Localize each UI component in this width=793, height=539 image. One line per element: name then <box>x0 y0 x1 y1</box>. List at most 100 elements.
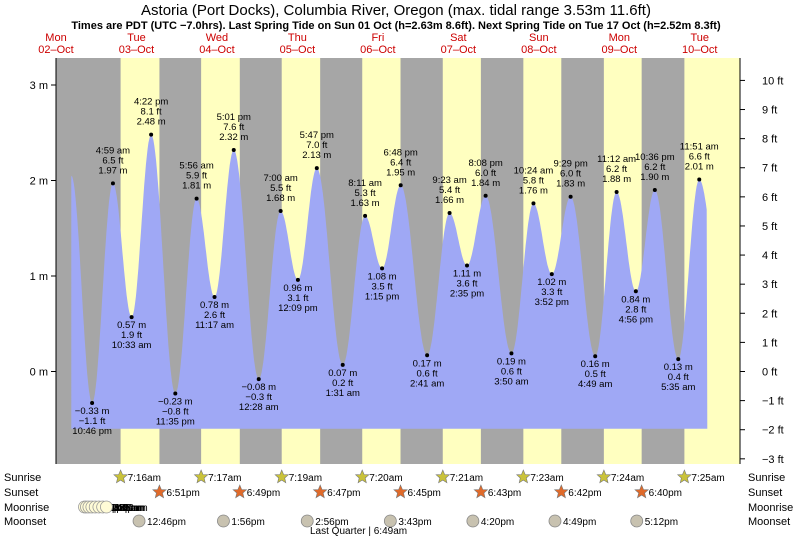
high-tide-point <box>483 193 488 198</box>
row-label-right: Sunset <box>748 487 782 499</box>
low-tide-point <box>340 362 345 367</box>
low-tide-label: 0.5 ft <box>585 369 606 380</box>
day-name-label: Tue <box>127 32 146 44</box>
sunset-icon <box>312 484 328 499</box>
high-tide-label: 1.88 m <box>602 174 631 185</box>
low-tide-point <box>465 263 470 268</box>
high-tide-label: 2.13 m <box>302 150 331 161</box>
right-axis-tick-label: 6 ft <box>762 192 777 204</box>
low-tide-point <box>256 377 261 382</box>
moonset-icon <box>383 514 397 528</box>
day-name-label: Tue <box>690 32 709 44</box>
high-tide-label: 1.90 m <box>640 172 669 183</box>
sunset-icon <box>393 484 408 499</box>
right-axis-tick-label: 2 ft <box>762 308 777 320</box>
high-tide-point <box>652 188 657 193</box>
high-tide-label: 1.63 m <box>351 198 380 209</box>
right-axis-tick-label: 4 ft <box>762 250 777 262</box>
low-tide-label: 1:31 am <box>326 388 360 399</box>
low-tide-label: −1.1 ft <box>79 416 106 427</box>
day-date-label: 10–Oct <box>682 44 717 56</box>
high-tide-label: 10:24 am <box>514 165 554 176</box>
chart-subtitle: Times are PDT (UTC −7.0hrs). Last Spring… <box>71 20 721 32</box>
low-tide-label: −0.8 ft <box>162 406 189 417</box>
sunrise-time: 7:21am <box>450 473 483 484</box>
high-tide-label: 1.68 m <box>266 193 295 204</box>
moonrise-time: 9:49pm <box>97 503 130 514</box>
sunrise-icon <box>193 469 209 484</box>
sunrise-icon <box>274 469 290 484</box>
sunrise-icon <box>515 469 531 484</box>
high-tide-label: 5.4 ft <box>439 185 460 196</box>
low-tide-label: 1:15 pm <box>365 291 399 302</box>
high-tide-label: 11:51 am <box>680 142 719 153</box>
low-tide-label: 5:35 am <box>661 382 695 393</box>
sunrise-time: 7:25am <box>691 473 724 484</box>
high-tide-label: 11:12 am <box>597 154 636 165</box>
low-tide-label: 0.57 m <box>117 320 146 331</box>
sunset-time: 6:43pm <box>488 488 521 499</box>
sunset-icon <box>473 484 489 499</box>
row-label-right: Sunrise <box>748 472 785 484</box>
right-axis-tick-label: 7 ft <box>762 163 777 175</box>
moon-phase-label: Last Quarter | 6:49am <box>310 526 407 537</box>
right-axis-tick-label: 5 ft <box>762 221 777 233</box>
low-tide-point <box>676 357 681 362</box>
low-tide-label: 1.9 ft <box>121 330 142 341</box>
right-axis-tick-label: 0 ft <box>762 367 777 379</box>
high-tide-point <box>398 183 403 188</box>
sunset-time: 6:49pm <box>247 488 280 499</box>
moonset-time: 3:43pm <box>398 517 431 528</box>
moonset-time: 5:12pm <box>645 517 678 528</box>
day-date-label: 07–Oct <box>441 44 476 56</box>
high-tide-label: 5.9 ft <box>186 171 207 182</box>
low-tide-label: 0.07 m <box>328 368 357 379</box>
row-label-left: Sunset <box>4 487 38 499</box>
sunset-icon <box>553 484 569 499</box>
low-tide-point <box>633 289 638 294</box>
sunset-icon <box>232 484 248 499</box>
moonset-icon <box>630 514 644 528</box>
day-name-label: Fri <box>371 32 384 44</box>
day-name-label: Thu <box>288 32 307 44</box>
day-name-label: Wed <box>206 32 228 44</box>
moonset-time: 4:20pm <box>481 517 514 528</box>
high-tide-label: 6.0 ft <box>475 168 496 179</box>
tide-curve-area <box>71 134 708 429</box>
high-tide-label: 2.48 m <box>137 117 166 128</box>
low-tide-point <box>129 315 134 320</box>
high-tide-label: 5.8 ft <box>523 175 544 186</box>
day-date-label: 08–Oct <box>521 44 556 56</box>
high-tide-point <box>110 181 115 186</box>
sunrise-time: 7:16am <box>128 473 161 484</box>
low-tide-point <box>549 272 554 277</box>
high-tide-point <box>531 201 536 206</box>
day-date-label: 09–Oct <box>602 44 637 56</box>
low-tide-label: −0.3 ft <box>245 392 272 403</box>
left-axis-tick-label: 1 m <box>30 271 48 283</box>
high-tide-point <box>278 209 283 214</box>
moonrise-time: 12:48am <box>107 503 146 514</box>
low-tide-label: 12:09 pm <box>278 303 318 314</box>
day-name-label: Mon <box>45 32 66 44</box>
row-label-left: Moonset <box>4 516 46 528</box>
high-tide-label: 1.97 m <box>98 165 127 176</box>
low-tide-label: 11:17 am <box>195 320 234 331</box>
low-tide-label: 3:50 am <box>494 376 528 387</box>
day-name-label: Sun <box>529 32 549 44</box>
moonset-time: 1:56pm <box>231 517 264 528</box>
low-tide-point <box>90 401 95 406</box>
high-tide-label: 6.0 ft <box>560 169 581 180</box>
moonset-time: 12:46pm <box>147 517 186 528</box>
low-tide-point <box>509 351 514 356</box>
row-label-right: Moonrise <box>748 502 793 514</box>
high-tide-label: 6.2 ft <box>644 162 665 173</box>
low-tide-label: 0.16 m <box>581 359 610 370</box>
sunset-icon <box>152 484 167 499</box>
low-tide-label: 0.2 ft <box>332 378 353 389</box>
low-tide-label: 2.8 ft <box>625 304 646 315</box>
left-axis-tick-label: 3 m <box>30 80 48 92</box>
high-tide-label: 1.66 m <box>435 195 464 206</box>
low-tide-label: −0.23 m <box>158 396 193 407</box>
